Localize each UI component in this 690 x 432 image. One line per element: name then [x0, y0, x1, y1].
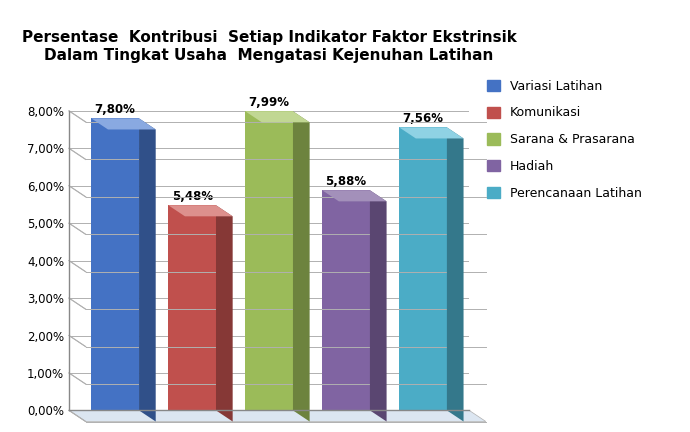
- Bar: [91, 118, 139, 410]
- Legend: Variasi Latihan, Komunikasi, Sarana & Prasarana, Hadiah, Perencanaan Latihan: Variasi Latihan, Komunikasi, Sarana & Pr…: [487, 79, 642, 200]
- Text: 5,88%: 5,88%: [326, 175, 366, 188]
- Bar: [168, 205, 216, 410]
- Bar: [399, 127, 447, 410]
- Text: 7,56%: 7,56%: [402, 112, 444, 125]
- Text: 5,48%: 5,48%: [172, 191, 213, 203]
- Text: 7,99%: 7,99%: [248, 96, 290, 109]
- Title: Persentase  Kontribusi  Setiap Indikator Faktor Ekstrinsik
Dalam Tingkat Usaha  : Persentase Kontribusi Setiap Indikator F…: [21, 30, 517, 63]
- Bar: [245, 111, 293, 410]
- Text: 7,80%: 7,80%: [95, 104, 136, 117]
- Bar: [322, 190, 370, 410]
